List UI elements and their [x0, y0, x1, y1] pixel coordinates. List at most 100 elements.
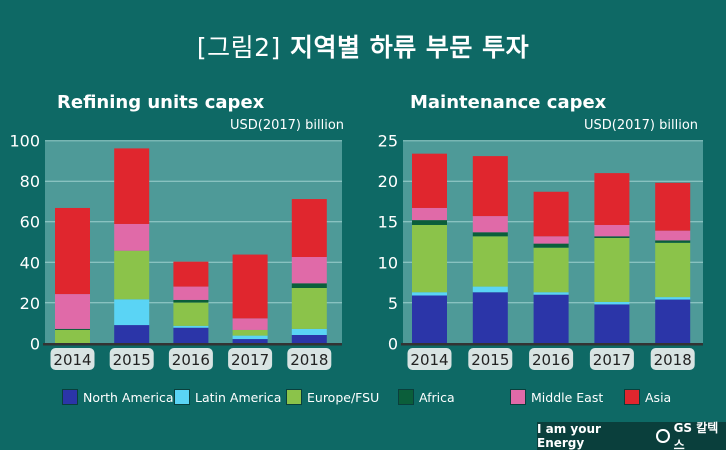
- x-tick-label: 2014: [53, 351, 91, 369]
- legend-item: Latin America: [174, 389, 281, 405]
- legend-item: North America: [62, 389, 174, 405]
- bar-segment-latin-america-2014: [412, 292, 447, 296]
- x-tick-box: [529, 348, 574, 370]
- y-tick-label: 20: [20, 294, 40, 313]
- bar-segment-asia-2016: [533, 191, 569, 237]
- bar-segment-latin-america-2017: [232, 335, 268, 340]
- gs-logo-icon: [656, 429, 670, 443]
- legend-swatch: [62, 389, 78, 405]
- bar-segment-middle-east-2017: [594, 224, 630, 237]
- bar-segment-africa-2018: [291, 283, 327, 288]
- bar-segment-europe-fsu-2018: [291, 287, 327, 329]
- legend-swatch: [398, 389, 414, 405]
- bar-segment-north-america-2015: [114, 325, 150, 344]
- legend-item: Asia: [624, 389, 671, 405]
- bar-segment-middle-east-2016: [533, 236, 569, 244]
- x-tick-box: [407, 348, 452, 370]
- y-tick-label: 80: [20, 172, 40, 191]
- bar-segment-europe-fsu-2015: [114, 250, 150, 300]
- x-tick-box: [287, 348, 332, 370]
- legend-swatch: [174, 389, 190, 405]
- legend-label: Europe/FSU: [307, 389, 380, 405]
- bar-segment-latin-america-2017: [594, 301, 630, 305]
- y-tick-label: 100: [9, 132, 40, 151]
- legend-swatch: [510, 389, 526, 405]
- bar-segment-asia-2018: [655, 182, 691, 231]
- x-tick-box: [468, 348, 513, 370]
- page-title: [그림2] 지역별 하류 부문 투자: [0, 28, 726, 64]
- bar-segment-asia-2015: [114, 148, 150, 224]
- title-text: 지역별 하류 부문 투자: [290, 33, 530, 62]
- x-tick-label: 2018: [290, 351, 328, 369]
- bar-segment-europe-fsu-2017: [594, 237, 630, 302]
- bar-segment-asia-2018: [291, 199, 327, 257]
- legend-label: Asia: [645, 389, 672, 405]
- legend-label: Africa: [419, 389, 455, 405]
- x-tick-label: 2017: [593, 351, 631, 369]
- bar-segment-europe-fsu-2014: [412, 224, 447, 293]
- legend-label: Latin America: [195, 389, 282, 405]
- bar-segment-latin-america-2015: [114, 299, 150, 326]
- bar-segment-asia-2017: [232, 254, 268, 319]
- x-tick-box: [168, 348, 213, 370]
- x-tick-label: 2015: [471, 351, 509, 369]
- y-tick-label: 5: [388, 294, 398, 313]
- bar-segment-africa-2018: [655, 240, 691, 243]
- x-tick-box: [50, 348, 95, 370]
- bar-segment-north-america-2014: [412, 295, 447, 344]
- x-tick-label: 2017: [231, 351, 269, 369]
- chart-0: 0 20 40 60 80 100 2014 2015 2016 2017 2018: [9, 132, 342, 370]
- x-tick-label: 2016: [532, 351, 570, 369]
- bar-segment-europe-fsu-2017: [232, 329, 268, 336]
- legend-item: Middle East: [510, 389, 603, 405]
- legend-item: Africa: [398, 389, 455, 405]
- y-tick-label: 25: [378, 132, 398, 151]
- unit-label-refining: USD(2017) billion: [230, 118, 345, 133]
- bar-segment-africa-2015: [472, 232, 508, 237]
- bar-segment-asia-2017: [594, 173, 630, 225]
- x-tick-box: [650, 348, 695, 370]
- bar-segment-north-america-2016: [533, 294, 569, 344]
- bar-segment-asia-2016: [173, 261, 209, 287]
- chart-title-refining: Refining units capex: [57, 92, 265, 113]
- bar-segment-north-america-2018: [655, 299, 691, 344]
- bar-segment-africa-2017: [594, 236, 630, 238]
- footer-slogan: I am your Energy: [537, 422, 601, 450]
- bar-segment-latin-america-2016: [533, 292, 569, 295]
- y-tick-label: 0: [388, 334, 398, 353]
- bar-segment-north-america-2015: [472, 292, 508, 344]
- bar-segment-middle-east-2017: [232, 318, 268, 330]
- bar-segment-middle-east-2015: [114, 223, 150, 251]
- bar-segment-asia-2014: [55, 207, 90, 295]
- bar-segment-north-america-2017: [594, 304, 630, 344]
- bar-segment-middle-east-2018: [291, 256, 327, 284]
- legend: North America Latin America Europe/FSU Afri…: [62, 389, 702, 409]
- x-tick-box: [589, 348, 634, 370]
- y-tick-label: 10: [378, 253, 398, 272]
- bar-segment-north-america-2016: [173, 327, 209, 344]
- bar-segment-north-america-2017: [232, 339, 268, 344]
- x-tick-label: 2014: [410, 351, 448, 369]
- bar-segment-europe-fsu-2016: [173, 302, 209, 326]
- title-bracket: [그림2]: [196, 33, 281, 62]
- bar-segment-north-america-2018: [291, 334, 327, 344]
- bar-segment-middle-east-2016: [173, 286, 209, 300]
- bar-segment-middle-east-2015: [472, 216, 508, 233]
- bar-segment-africa-2014: [412, 220, 447, 225]
- x-tick-box: [109, 348, 154, 370]
- bar-segment-europe-fsu-2014: [55, 329, 90, 344]
- footer-brand-name: GS 칼텍스: [673, 421, 719, 450]
- legend-swatch: [624, 389, 640, 405]
- legend-label: Middle East: [531, 389, 604, 405]
- bar-segment-latin-america-2015: [472, 286, 508, 293]
- bar-segment-asia-2014: [412, 153, 447, 208]
- bar-segment-middle-east-2014: [412, 207, 447, 221]
- bar-segment-middle-east-2018: [655, 230, 691, 241]
- legend-swatch: [286, 389, 302, 405]
- bar-segment-europe-fsu-2018: [655, 242, 691, 298]
- y-tick-label: 0: [30, 334, 40, 353]
- bar-segment-africa-2014: [55, 328, 90, 330]
- bar-segment-europe-fsu-2016: [533, 247, 569, 293]
